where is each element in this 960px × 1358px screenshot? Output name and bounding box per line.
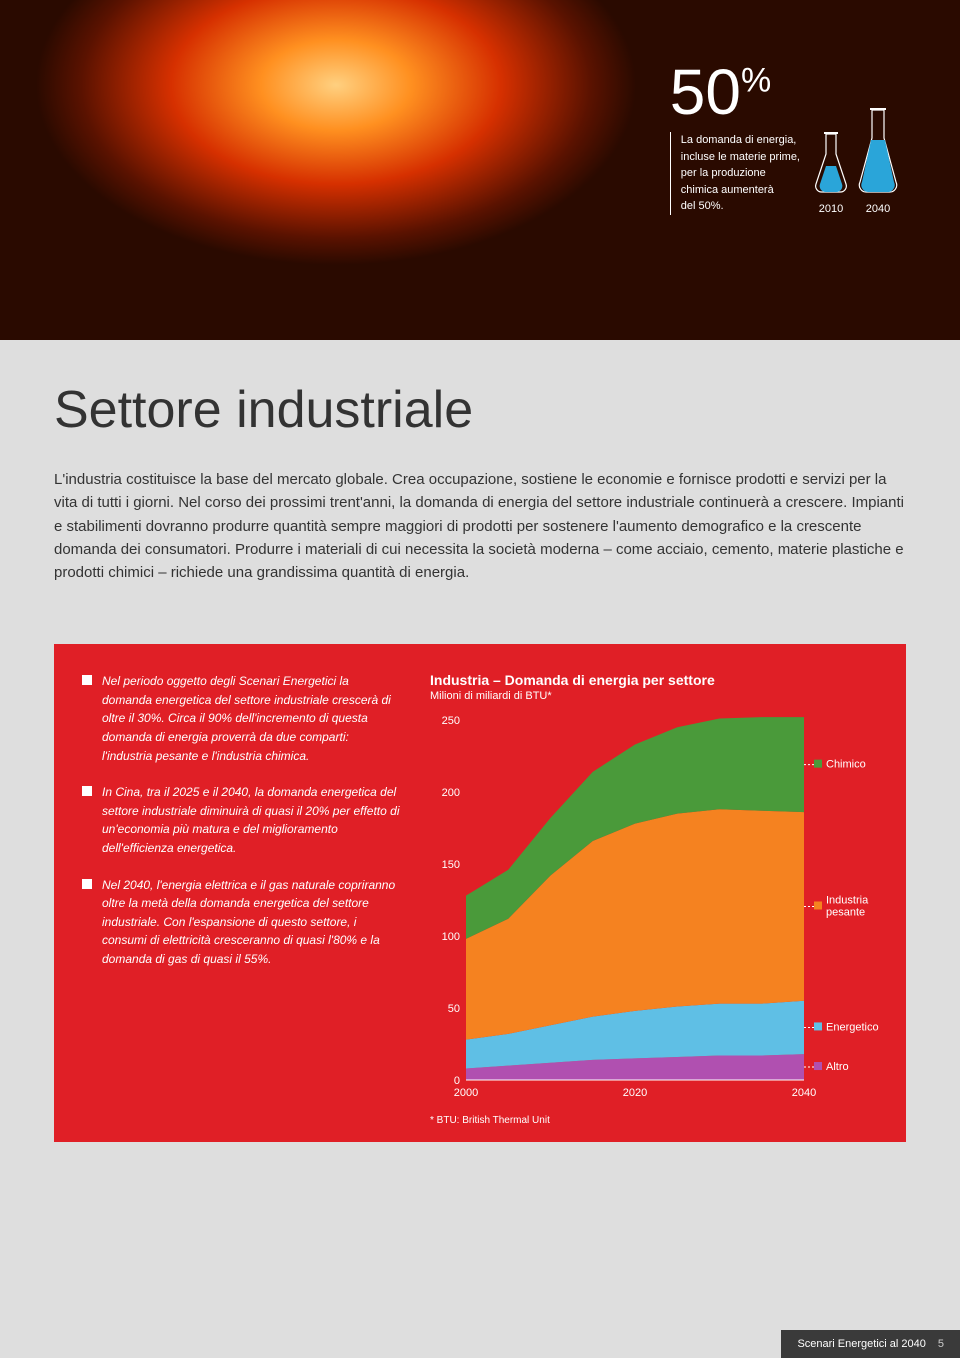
svg-text:Energetico: Energetico [826, 1022, 879, 1034]
flask-2010-label: 2010 [812, 203, 850, 215]
stat-number-wrap: 50% [670, 60, 800, 124]
svg-text:0: 0 [454, 1075, 460, 1087]
red-panel: Nel periodo oggetto degli Scenari Energe… [54, 644, 906, 1142]
bullet-item: Nel periodo oggetto degli Scenari Energe… [82, 672, 402, 765]
svg-text:50: 50 [448, 1003, 460, 1015]
bullet-text: In Cina, tra il 2025 e il 2040, la doman… [102, 783, 402, 857]
content: Settore industriale L'industria costitui… [0, 340, 960, 1142]
flask-2040-label: 2040 [856, 203, 900, 215]
svg-text:2020: 2020 [623, 1087, 647, 1099]
svg-text:100: 100 [442, 931, 460, 943]
intro-text: L'industria costituisce la base del merc… [54, 468, 906, 584]
chart-footnote: * BTU: British Thermal Unit [430, 1115, 890, 1126]
svg-text:pesante: pesante [826, 907, 865, 919]
svg-text:250: 250 [442, 715, 460, 727]
flasks: 2010 2040 [812, 106, 900, 215]
stat-desc: La domanda di energia,incluse le materie… [670, 132, 800, 215]
stat-number: 50 [670, 56, 741, 128]
flask-2010-icon [812, 130, 850, 194]
flask-2040-wrap: 2040 [856, 106, 900, 215]
svg-text:200: 200 [442, 787, 460, 799]
stat-percent: % [741, 62, 771, 100]
svg-text:Chimico: Chimico [826, 759, 866, 771]
bullet-dot-icon [82, 675, 92, 685]
hero-image: 50% La domanda di energia,incluse le mat… [0, 0, 960, 340]
footer-text: Scenari Energetici al 2040 [797, 1338, 925, 1350]
chart-title: Industria – Domanda di energia per setto… [430, 672, 890, 688]
bullet-dot-icon [82, 879, 92, 889]
svg-text:2000: 2000 [454, 1087, 478, 1099]
bullet-item: Nel 2040, l'energia elettrica e il gas n… [82, 876, 402, 969]
page-footer: Scenari Energetici al 2040 5 [781, 1330, 960, 1358]
flask-2010-wrap: 2010 [812, 130, 850, 215]
svg-text:2040: 2040 [792, 1087, 816, 1099]
svg-text:Industria: Industria [826, 895, 869, 907]
page-title: Settore industriale [54, 380, 906, 440]
stat-block: 50% La domanda di energia,incluse le mat… [670, 60, 800, 215]
chart-subtitle: Milioni di miliardi di BTU* [430, 690, 890, 702]
bullet-text: Nel 2040, l'energia elettrica e il gas n… [102, 876, 402, 969]
svg-text:150: 150 [442, 859, 460, 871]
bullet-text: Nel periodo oggetto degli Scenari Energe… [102, 672, 402, 765]
bullet-dot-icon [82, 786, 92, 796]
stacked-area-chart: 0 50 100 150 200 250 2000 2020 2040 Altro Energeti… [430, 714, 890, 1104]
bullet-item: In Cina, tra il 2025 e il 2040, la doman… [82, 783, 402, 857]
chart-wrap: Industria – Domanda di energia per setto… [430, 672, 890, 1126]
footer-page: 5 [938, 1338, 944, 1350]
bullets: Nel periodo oggetto degli Scenari Energe… [82, 672, 402, 1126]
svg-text:Altro: Altro [826, 1061, 849, 1073]
hero-overlay: 50% La domanda di energia,incluse le mat… [670, 60, 900, 215]
flask-2040-icon [856, 106, 900, 194]
